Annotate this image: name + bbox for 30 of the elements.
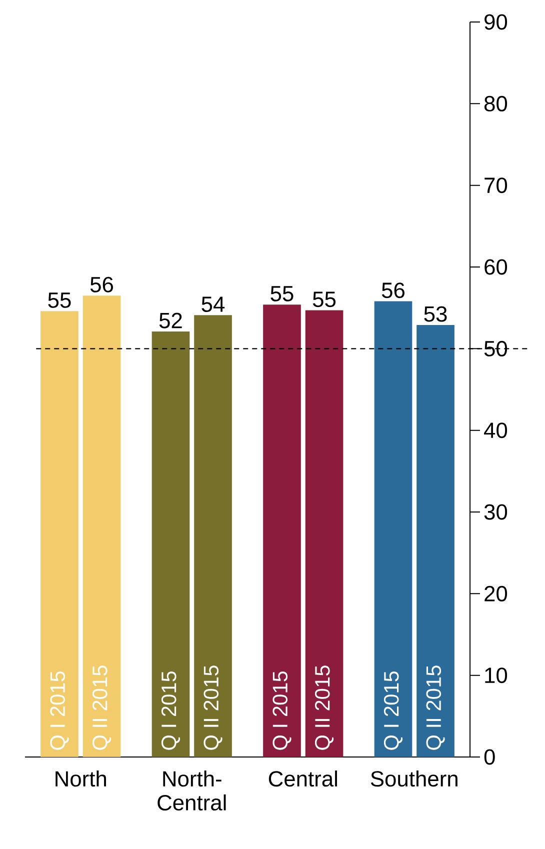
data-label: 56 [382, 282, 404, 298]
y-tick-label: 30 [484, 504, 508, 520]
data-label: 53 [424, 306, 447, 322]
x-tick-label: Southern [370, 770, 458, 787]
y-tick-label: 20 [484, 586, 508, 602]
x-tick-label: Central [268, 770, 337, 787]
y-tick-label: 0 [484, 749, 495, 765]
y-tick-label: 90 [484, 14, 508, 30]
data-label: 55 [48, 292, 71, 308]
data-label: 56 [90, 276, 113, 292]
text: Q I 2015 [272, 671, 292, 750]
y-tick-label: 10 [485, 668, 508, 684]
y-tick-label: 80 [484, 96, 508, 112]
y-tick-label: 40 [484, 422, 508, 438]
text: Q I 2015 [161, 671, 180, 750]
text: Q II 2015 [204, 666, 222, 750]
data-label: 52 [159, 312, 182, 328]
series-label: Q I 2015 [50, 671, 69, 750]
y-tick-label: 70 [484, 178, 508, 194]
text: Q II 2015 [314, 666, 334, 750]
x-tick-label: North-Central [158, 770, 226, 811]
series-label: Q II 2015 [92, 666, 112, 750]
text: Q II 2015 [426, 666, 445, 750]
text: Q I 2015 [384, 671, 403, 750]
data-label: 55 [270, 286, 294, 302]
y-tick-label: 50 [484, 340, 508, 356]
x-tick-label: North [56, 770, 106, 787]
data-label: 55 [312, 292, 336, 308]
data-label: 54 [202, 296, 225, 312]
y-tick-label: 60 [484, 259, 508, 275]
